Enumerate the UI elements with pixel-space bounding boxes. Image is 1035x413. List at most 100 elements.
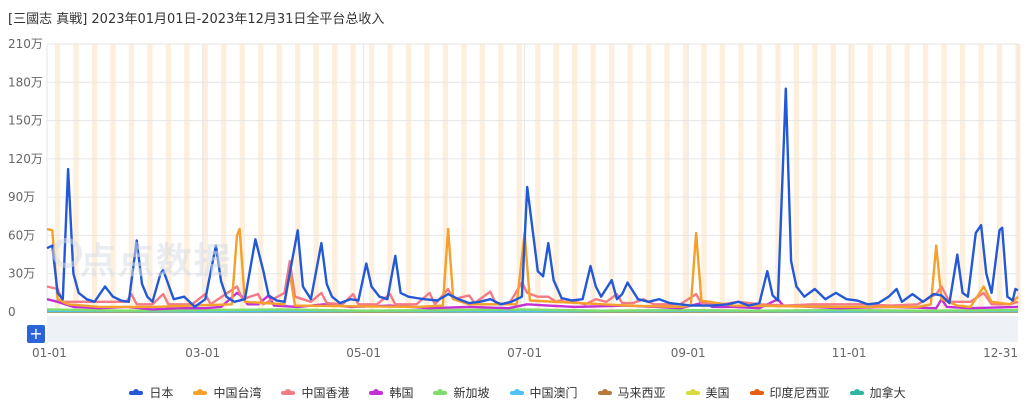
highlight-band [184,44,190,312]
legend-item[interactable]: 中国台湾 [193,384,261,401]
legend-swatch-icon [849,388,864,395]
highlight-band [941,44,947,312]
legend-item[interactable]: 韩国 [369,384,413,401]
chart-legend: 日本 中国台湾 中国香港 韩国 新加坡 中国澳门 马来西亚 美国 印度尼西亚 加拿大 [0,384,1035,401]
highlight-band [978,44,984,312]
highlight-band [295,44,301,312]
legend-swatch-icon [597,388,612,395]
legend-label: 中国台湾 [213,386,262,400]
legend-label: 马来西亚 [617,386,666,400]
highlight-band [128,44,135,312]
y-tick-label: 60万 [8,228,35,242]
x-tick-label: 09-01 [671,346,706,360]
x-tick-label: 03-01 [185,346,220,360]
legend-item[interactable]: 新加坡 [433,384,490,401]
y-tick-label: 120万 [8,152,43,166]
highlight-band [202,44,208,312]
highlight-band [572,44,578,312]
legend-label: 新加坡 [453,386,490,400]
legend-item[interactable]: 加拿大 [849,384,906,401]
highlight-band [516,44,522,312]
highlight-band [553,44,559,312]
highlight-band [719,44,726,312]
legend-swatch-icon [749,388,764,395]
highlight-band [886,44,892,312]
legend-swatch-icon [509,388,524,395]
highlight-band [923,44,929,312]
highlight-band [627,44,633,312]
y-tick-label: 30万 [8,267,35,281]
highlight-band [91,44,98,312]
legend-item[interactable]: 美国 [685,384,730,401]
highlight-band [387,44,393,312]
highlight-band [461,44,467,312]
legend-item[interactable]: 日本 [129,384,173,401]
highlight-band [54,44,61,312]
x-tick-label: 11-01 [832,346,867,360]
highlight-band [479,44,486,312]
highlight-band [904,44,910,312]
legend-item[interactable]: 中国香港 [281,384,349,401]
series-line [46,87,1019,309]
legend-swatch-icon [433,388,448,395]
highlight-band [682,44,689,312]
highlight-band [239,44,245,312]
highlight-band [221,44,227,312]
highlight-band [664,44,670,312]
highlight-band [442,44,449,312]
legend-swatch-icon [369,388,384,395]
highlight-band [331,44,338,312]
watermark-text: 点点数据 [80,241,233,282]
highlight-band [775,44,781,312]
highlight-band [756,44,763,312]
series-line [46,308,1019,312]
legend-label: 加拿大 [869,386,906,400]
legend-label: 印度尼西亚 [769,386,830,400]
highlight-band [738,44,744,312]
highlight-band [793,44,799,312]
chart-title: [三國志 真戦] 2023年01月01日-2023年12月31日全平台总收入 [8,12,385,27]
highlight-band [535,44,541,312]
y-tick-label: 180万 [8,75,43,89]
legend-swatch-icon [685,388,700,395]
highlight-band [498,44,504,312]
highlight-band [147,44,153,312]
x-tick-label: 01-01 [32,346,67,360]
legend-item[interactable]: 中国澳门 [509,384,578,401]
highlight-band [405,44,412,312]
legend-swatch-icon [193,388,208,395]
x-tick-label: 07-01 [507,346,542,360]
legend-label: 日本 [149,386,174,400]
legend-item[interactable]: 印度尼西亚 [749,384,830,401]
highlight-band [424,44,430,312]
highlight-band [849,44,855,312]
series-line [46,259,1019,307]
highlight-band [590,44,596,312]
zoom-expand-button[interactable]: + [27,325,45,343]
highlight-band [830,44,836,312]
series-line [46,227,1019,309]
highlight-band [996,44,1003,312]
watermark-logo-icon [52,238,82,268]
x-tick-label: 05-01 [346,346,381,360]
highlight-band [368,44,375,312]
highlight-band [645,44,652,312]
highlight-band [812,44,818,312]
legend-swatch-icon [281,388,296,395]
revenue-line-chart: 0 30万 60万 90万 120万 150万 180万 210万 01-01 03-01 05-0… [8,37,1021,360]
legend-label: 韩国 [389,386,414,400]
highlight-band [110,44,116,312]
highlight-band [165,44,172,312]
legend-item[interactable]: 马来西亚 [597,384,666,401]
y-tick-label: 150万 [8,114,43,128]
highlight-band [276,44,282,312]
y-tick-label: 90万 [8,190,35,204]
y-tick-label: 0 [8,305,16,319]
time-slider-track [47,316,1018,342]
y-tick-label: 210万 [8,37,43,51]
highlight-band [959,44,966,312]
legend-swatch-icon [129,388,144,395]
highlight-band [258,44,264,312]
highlight-band [313,44,319,312]
legend-label: 中国香港 [301,386,350,400]
